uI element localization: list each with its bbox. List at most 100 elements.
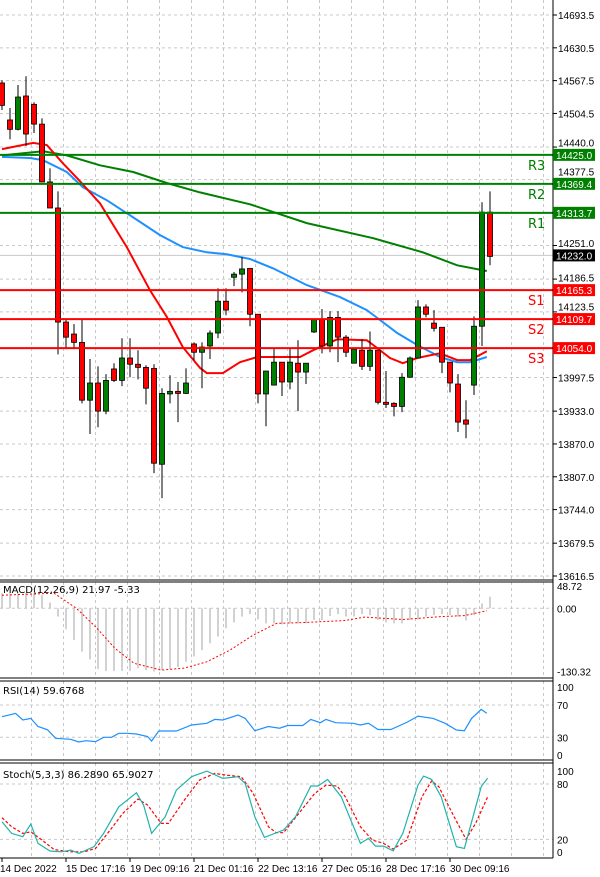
macd-title: MACD(12,26,9) 21.97 -5.33 xyxy=(3,585,140,596)
candle-down xyxy=(343,336,349,353)
y-tick-label: 13997.5 xyxy=(558,374,595,385)
candle-down xyxy=(71,333,77,343)
stochastic-tick-label: 0 xyxy=(557,848,563,859)
candle-up xyxy=(479,211,485,327)
level-name-r3: R3 xyxy=(528,159,545,174)
candle-up xyxy=(199,346,205,353)
candle-up xyxy=(207,332,213,347)
candle-down xyxy=(143,366,149,389)
x-tick-label: 28 Dec 17:16 xyxy=(386,864,446,875)
stochastic-tick-label: 20 xyxy=(557,835,569,846)
ma-slow-line xyxy=(1,150,487,272)
candle-down xyxy=(439,326,445,363)
candle-up xyxy=(287,361,293,383)
candle-up xyxy=(159,393,165,465)
candle-up xyxy=(183,382,189,394)
level-price-badge xyxy=(553,342,595,355)
level-price-badge xyxy=(553,177,595,190)
candle-up xyxy=(15,96,21,130)
y-tick-label: 14251.0 xyxy=(558,239,595,250)
candle-up xyxy=(271,361,277,386)
price-panel[interactable]: R3 R2 R1 S1 S2 S3 xyxy=(0,76,553,499)
candle-down xyxy=(295,362,301,373)
candle-down xyxy=(111,368,117,381)
candle-down xyxy=(0,82,5,106)
rsi-tick-label: 0 xyxy=(557,751,563,762)
candle-up xyxy=(311,318,317,333)
ma-mid-line xyxy=(1,155,488,364)
level-name-s3: S3 xyxy=(528,352,545,367)
y-tick-label: 14567.5 xyxy=(558,77,595,88)
level-price-badge xyxy=(553,284,595,297)
level-price-label: 14313.7 xyxy=(556,209,593,220)
macd-signal-line xyxy=(1,592,487,671)
candle-down xyxy=(135,363,141,368)
candle-down xyxy=(127,357,133,365)
x-tick-label: 14 Dec 2022 xyxy=(0,864,57,875)
y-tick-label: 14123.5 xyxy=(558,303,595,314)
candle-down xyxy=(63,321,69,338)
y-tick-label: 14377.5 xyxy=(558,167,595,178)
candle-down xyxy=(375,349,381,403)
y-tick-label: 14630.5 xyxy=(558,44,595,55)
candle-down xyxy=(31,103,37,125)
candle-up xyxy=(119,357,125,381)
stochastic-tick-label: 80 xyxy=(557,780,569,791)
x-tick-label: 15 Dec 17:16 xyxy=(66,864,126,875)
candle-down xyxy=(319,318,325,347)
y-tick-label: 13679.5 xyxy=(558,539,595,550)
level-name-s2: S2 xyxy=(528,323,545,338)
stochastic-tick-label: 100 xyxy=(557,767,574,778)
y-tick-label: 13807.0 xyxy=(558,473,595,484)
current-price-badge xyxy=(553,249,595,262)
x-tick-label: 22 Dec 13:16 xyxy=(258,864,318,875)
candle-up xyxy=(407,357,413,378)
candle-down xyxy=(39,123,45,183)
current-price-label: 14232.0 xyxy=(556,251,593,262)
stochastic-k-line xyxy=(1,770,489,855)
candle-down xyxy=(279,361,285,383)
candle-up xyxy=(415,306,421,359)
level-price-label: 14054.0 xyxy=(556,344,593,355)
rsi-tick-label: 70 xyxy=(557,701,569,712)
candle-up xyxy=(263,370,269,395)
macd-tick-label: 0.00 xyxy=(557,604,577,615)
level-price-badge xyxy=(553,313,595,326)
y-tick-label: 14504.5 xyxy=(558,109,595,120)
x-tick-label: 21 Dec 01:16 xyxy=(194,864,254,875)
y-tick-label: 14440.0 xyxy=(558,138,595,149)
candle-up xyxy=(239,268,245,275)
rsi-tick-label: 100 xyxy=(557,683,574,694)
x-tick-label: 30 Dec 09:16 xyxy=(450,864,510,875)
candle-down xyxy=(79,341,85,401)
rsi-line xyxy=(1,708,488,743)
level-name-r1: R1 xyxy=(528,217,545,232)
macd-tick-label: -130.32 xyxy=(557,668,591,679)
candle-up xyxy=(399,376,405,407)
x-tick-label: 27 Dec 05:16 xyxy=(322,864,382,875)
candle-up xyxy=(87,382,93,401)
candle-up xyxy=(103,380,109,412)
candle-up xyxy=(351,348,357,364)
candle-down xyxy=(383,401,389,405)
level-name-s1: S1 xyxy=(528,294,545,309)
stochastic-panel[interactable] xyxy=(0,770,553,855)
y-tick-label: 13616.5 xyxy=(558,572,595,583)
candle-down xyxy=(55,207,61,323)
candle-down xyxy=(247,268,253,315)
candle-down xyxy=(151,368,157,464)
macd-panel[interactable] xyxy=(0,592,553,672)
rsi-panel[interactable] xyxy=(0,704,553,743)
candle-down xyxy=(423,306,429,315)
level-price-label: 14109.7 xyxy=(556,315,593,326)
stochastic-title: Stoch(5,3,3) 86.2890 65.9027 xyxy=(3,770,154,781)
level-price-label: 14425.0 xyxy=(556,151,593,162)
candle-down xyxy=(23,95,29,135)
candle-down xyxy=(487,211,493,257)
candle-down xyxy=(463,419,469,425)
candle-up xyxy=(215,300,221,334)
rsi-tick-label: 30 xyxy=(557,733,569,744)
candle-down xyxy=(431,322,437,329)
